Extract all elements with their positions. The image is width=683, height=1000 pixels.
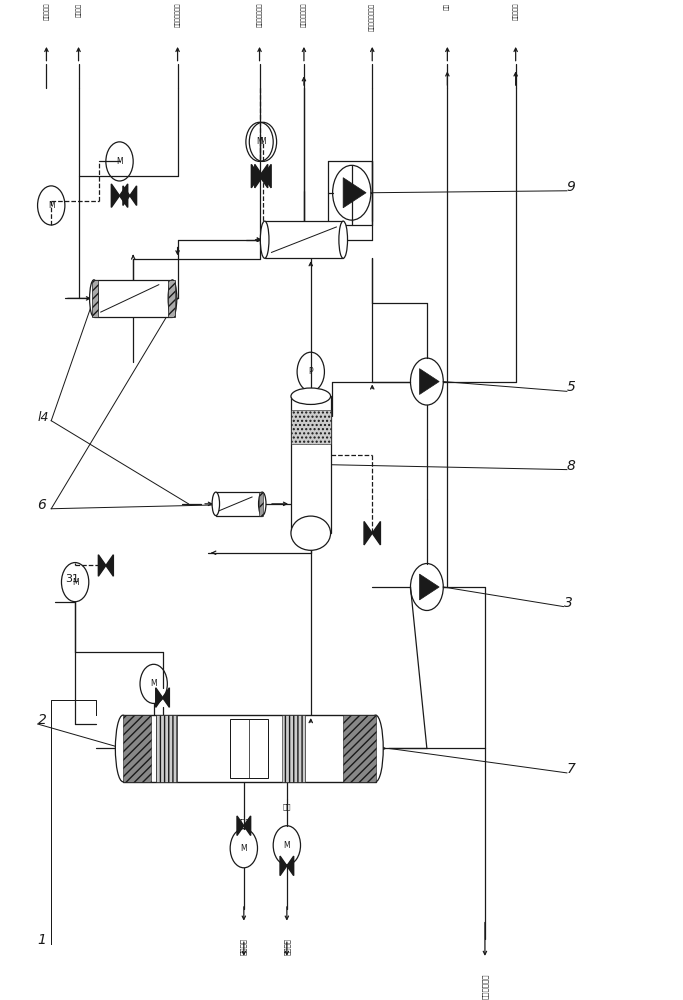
Polygon shape: [123, 186, 130, 205]
Bar: [259, 492, 263, 516]
Text: 苦水: 苦水: [283, 803, 291, 810]
Text: 8: 8: [567, 459, 576, 473]
Bar: [291, 410, 331, 444]
Bar: [123, 715, 151, 782]
Text: M: M: [150, 679, 157, 688]
Text: P: P: [309, 367, 313, 376]
Text: 再生后碱液: 再生后碱液: [513, 3, 518, 20]
Ellipse shape: [260, 221, 269, 258]
Bar: [282, 715, 305, 782]
Text: 2: 2: [38, 713, 46, 727]
Text: 抽水: 抽水: [445, 3, 450, 10]
Text: 6: 6: [38, 498, 46, 512]
Ellipse shape: [291, 388, 331, 404]
Polygon shape: [244, 816, 251, 836]
Polygon shape: [130, 186, 137, 205]
Polygon shape: [98, 555, 106, 576]
Text: M: M: [283, 841, 290, 850]
Ellipse shape: [368, 715, 383, 782]
Text: 碱性污水处理排出: 碱性污水处理排出: [370, 3, 375, 31]
Text: M: M: [48, 201, 55, 210]
Bar: [123, 715, 376, 782]
Ellipse shape: [291, 516, 331, 550]
Text: 空气进料: 空气进料: [283, 938, 290, 955]
Polygon shape: [280, 856, 287, 876]
Text: 纯化洗涤: 纯化洗涤: [76, 3, 81, 17]
Bar: [264, 221, 343, 258]
Polygon shape: [372, 521, 380, 545]
Text: 5: 5: [567, 380, 576, 394]
Text: 合格碱液洗涤出: 合格碱液洗涤出: [257, 3, 262, 27]
Polygon shape: [260, 164, 268, 188]
Ellipse shape: [259, 492, 266, 516]
Polygon shape: [287, 856, 294, 876]
Polygon shape: [156, 688, 163, 707]
Bar: [291, 396, 331, 533]
Bar: [343, 715, 376, 782]
Polygon shape: [343, 178, 366, 208]
Bar: [92, 280, 98, 317]
Ellipse shape: [115, 715, 130, 782]
Text: 二硫化物排出: 二硫化物排出: [482, 973, 488, 999]
Bar: [94, 280, 172, 317]
Polygon shape: [106, 555, 113, 576]
Polygon shape: [120, 184, 128, 207]
Text: 废气放空管: 废气放空管: [44, 3, 49, 20]
Ellipse shape: [339, 221, 348, 258]
Polygon shape: [111, 184, 120, 207]
Text: 7: 7: [567, 762, 576, 776]
Text: 凝析水: 凝析水: [238, 819, 250, 825]
Polygon shape: [419, 574, 439, 600]
Text: 3: 3: [563, 596, 572, 610]
Text: 碱液进料: 碱液进料: [240, 938, 247, 955]
Bar: [168, 280, 175, 317]
Text: l4: l4: [38, 411, 49, 424]
Polygon shape: [237, 816, 244, 836]
Polygon shape: [419, 369, 439, 394]
Text: 合格碱液洗涤出: 合格碱液洗涤出: [175, 3, 180, 27]
Polygon shape: [255, 164, 263, 188]
Bar: [156, 715, 178, 782]
Polygon shape: [263, 164, 271, 188]
Text: 1: 1: [38, 933, 46, 947]
Bar: [230, 719, 268, 778]
Text: M: M: [72, 578, 79, 587]
Polygon shape: [251, 164, 260, 188]
Polygon shape: [364, 521, 372, 545]
Text: 9: 9: [567, 180, 576, 194]
Bar: [216, 492, 262, 516]
Text: 31: 31: [65, 574, 79, 584]
Text: M: M: [260, 137, 266, 146]
Text: 合格碱液洗涤出: 合格碱液洗涤出: [301, 3, 307, 27]
Ellipse shape: [212, 492, 219, 516]
Ellipse shape: [168, 280, 177, 317]
Text: M: M: [256, 137, 263, 146]
Polygon shape: [163, 688, 169, 707]
Text: M: M: [240, 844, 247, 853]
Text: M: M: [116, 157, 123, 166]
Ellipse shape: [89, 280, 98, 317]
